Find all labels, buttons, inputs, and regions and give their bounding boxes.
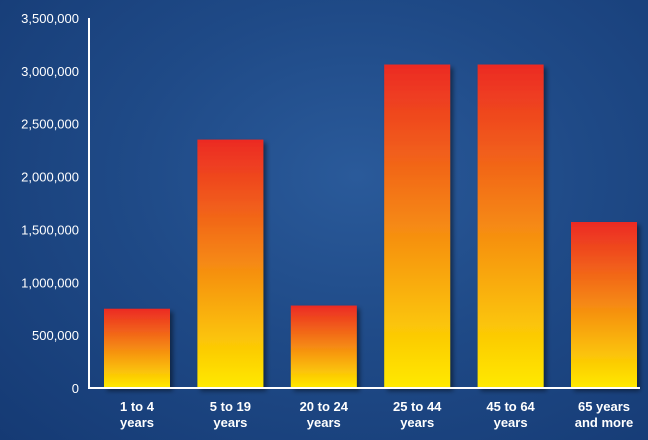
bar: [571, 222, 637, 388]
x-tick-label-line: years: [213, 415, 247, 430]
bar: [197, 139, 264, 388]
y-tick-label: 2,500,000: [21, 117, 79, 132]
y-tick-label: 1,500,000: [21, 222, 79, 237]
bars-layer: [104, 64, 637, 388]
axis-layer: [88, 18, 640, 389]
bar: [384, 64, 451, 388]
x-tick-label-line: years: [120, 415, 154, 430]
x-tick-label-line: years: [307, 415, 341, 430]
x-tick-label: 5 to 19 years: [210, 399, 251, 430]
x-tick-label-line: years: [494, 415, 528, 430]
y-tick-label: 3,500,000: [21, 11, 79, 26]
y-axis-ticks: 0 500,000 1,000,000 1,500,000 2,000,000 2,500…: [21, 11, 79, 396]
x-tick-label-line: years: [400, 415, 434, 430]
x-tick-label-line: and more: [575, 415, 634, 430]
x-tick-label-line: 25 to 44: [393, 399, 442, 414]
x-tick-label: 65 years and more: [575, 399, 634, 430]
y-tick-label: 2,000,000: [21, 170, 79, 185]
x-tick-label: 20 to 24 years: [300, 399, 349, 430]
x-tick-label-line: 1 to 4: [120, 399, 155, 414]
y-tick-label: 500,000: [32, 328, 79, 343]
x-tick-label: 45 to 64 years: [486, 399, 535, 430]
x-tick-label: 1 to 4 years: [120, 399, 155, 430]
x-tick-label-line: 45 to 64: [486, 399, 535, 414]
y-tick-label: 3,000,000: [21, 64, 79, 79]
bar: [477, 64, 544, 388]
x-tick-label-line: 65 years: [578, 399, 630, 414]
x-tick-label: 25 to 44 years: [393, 399, 442, 430]
x-tick-label-line: 5 to 19: [210, 399, 251, 414]
bar: [290, 305, 357, 388]
y-tick-label: 1,000,000: [21, 275, 79, 290]
y-tick-label: 0: [72, 381, 79, 396]
bar: [104, 308, 170, 388]
x-tick-label-line: 20 to 24: [300, 399, 349, 414]
